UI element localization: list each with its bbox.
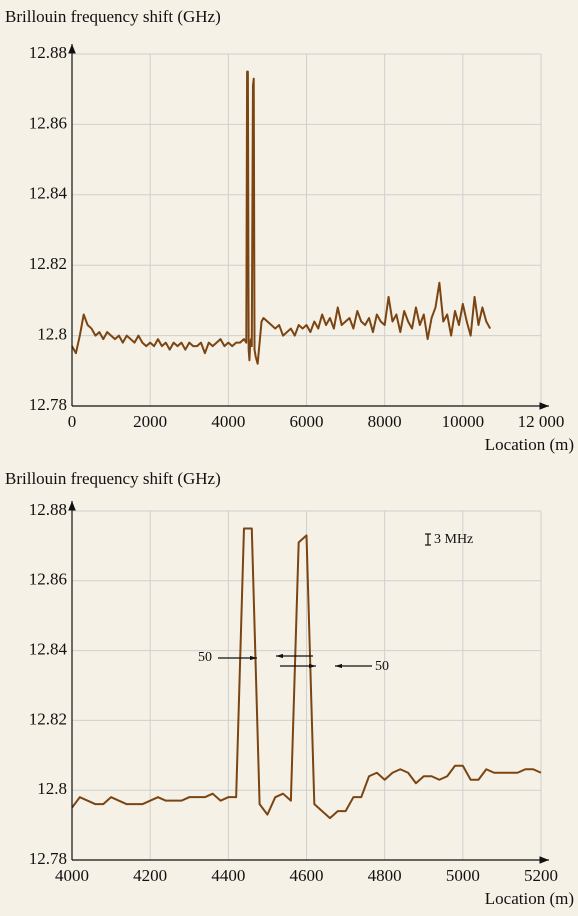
y-tick-label: 12.78: [29, 849, 67, 868]
annotation: 50: [198, 650, 212, 665]
data-line: [71, 527, 542, 820]
x-tick-label: 2000: [133, 412, 167, 431]
y-axis-label: Brillouin frequency shift (GHz): [5, 7, 221, 26]
x-tick-label: 4000: [211, 412, 245, 431]
data-line: [71, 70, 492, 365]
x-tick-label: 10000: [442, 412, 485, 431]
x-tick-label: 4400: [211, 866, 245, 885]
x-axis-label: Location (m): [485, 435, 574, 454]
y-tick-label: 12.86: [29, 570, 67, 589]
x-tick-label: 4200: [133, 866, 167, 885]
x-tick-label: 12 000: [518, 412, 565, 431]
x-axis-label: Location (m): [485, 889, 574, 908]
y-tick-label: 12.84: [29, 640, 68, 659]
annotation: 3 MHz: [434, 532, 473, 547]
y-tick-label: 12.82: [29, 709, 67, 728]
y-tick-label: 12.82: [29, 254, 67, 273]
y-tick-label: 12.8: [37, 779, 67, 798]
y-tick-label: 12.86: [29, 113, 67, 132]
x-tick-label: 4600: [290, 866, 324, 885]
x-tick-label: 6000: [290, 412, 324, 431]
x-tick-label: 4800: [368, 866, 402, 885]
x-tick-label: 8000: [368, 412, 402, 431]
y-axis-label: Brillouin frequency shift (GHz): [5, 469, 221, 488]
annotation: 50: [375, 659, 389, 674]
y-tick-label: 12.84: [29, 184, 68, 203]
y-tick-label: 12.78: [29, 395, 67, 414]
y-tick-label: 12.88: [29, 43, 67, 62]
x-tick-label: 5000: [446, 866, 480, 885]
y-tick-label: 12.88: [29, 500, 67, 519]
x-tick-label: 0: [68, 412, 77, 431]
x-tick-label: 4000: [55, 866, 89, 885]
y-tick-label: 12.8: [37, 325, 67, 344]
x-tick-label: 5200: [524, 866, 558, 885]
